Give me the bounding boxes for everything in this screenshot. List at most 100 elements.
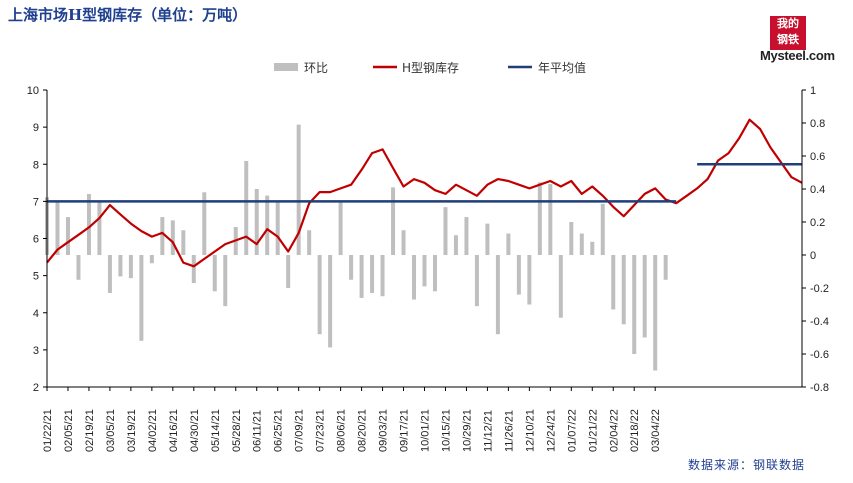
mom-bar [611,255,616,310]
mom-bars [45,124,668,371]
right-tick-label: 0.8 [810,118,825,130]
x-tick-label: 06/25/21 [273,409,285,452]
x-tick-label: 11/26/21 [503,410,515,452]
mom-bar [453,235,458,255]
x-tick-label: 04/02/21 [147,409,159,452]
legend-label-mom: 环比 [304,61,328,75]
mysteel-logo: 我的 钢铁 Mysteel.com [758,10,840,66]
left-tick-label: 5 [33,271,39,283]
mom-bar [495,255,500,335]
x-tick-label: 03/04/22 [650,409,662,452]
x-tick-label: 08/20/21 [357,409,369,452]
right-tick-label: 0.4 [810,184,825,196]
chart-lines [46,118,803,268]
mom-bar [139,255,144,341]
x-tick-label: 02/19/21 [84,409,96,452]
mom-bar [128,255,133,279]
mom-bar [328,255,333,348]
mom-bar [558,255,563,318]
mom-bar [275,202,280,255]
logo-brand: Mysteel.com [760,48,835,63]
mom-bar [76,255,81,280]
mom-bar [212,255,217,292]
mom-bar [181,230,186,255]
left-tick-label: 4 [33,308,39,320]
data-source: 数据来源：钢联数据 [688,458,806,472]
mom-bar [286,255,291,288]
x-tick-label: 04/30/21 [189,409,201,452]
left-tick-label: 6 [33,234,39,246]
legend-swatch-mom [274,63,298,71]
x-tick-label: 10/15/21 [440,409,452,452]
right-tick-label: -0.6 [810,349,829,361]
mom-bar [527,255,532,305]
mom-bar [432,255,437,292]
mom-bar [170,220,175,255]
mom-bar [149,255,154,264]
mom-bar [359,255,364,298]
page-title: 上海市场H型钢库存（单位：万吨） [8,6,248,24]
mom-bar [600,203,605,255]
right-tick-label: -0.2 [810,283,829,295]
x-tick-label: 07/09/21 [294,409,306,452]
chart-axes: 2 3 4 5 6 7 8 9 10 -0.8 -0.6 -0.4 -0.2 0 0.2 0.4 0.6 0.8 1… [27,85,829,452]
mom-bar [506,233,511,255]
right-tick-label: -0.4 [810,316,829,328]
mom-bar [391,187,396,255]
mom-bar [642,255,647,338]
left-tick-label: 9 [33,122,39,134]
mom-bar [223,255,228,307]
x-tick-label: 12/24/21 [545,409,557,452]
left-tick-label: 7 [33,196,39,208]
mom-bar [244,160,249,255]
mom-bar [537,182,542,255]
mom-bar [191,255,196,284]
x-tick-label: 09/03/21 [378,409,390,452]
mom-bar [86,193,91,255]
mom-bar [464,217,469,255]
inventory-line [46,118,803,268]
x-tick-label: 03/19/21 [126,409,138,452]
mom-bar [632,255,637,354]
x-tick-label: 02/05/21 [63,409,75,452]
mom-bar [307,230,312,255]
mom-bar [65,217,70,255]
x-tick-label: 01/22/21 [42,409,54,452]
mom-bar [265,195,270,255]
mom-bar [653,255,658,371]
left-tick-label: 10 [27,85,39,97]
left-tick-label: 3 [33,345,39,357]
mom-bar [621,255,626,325]
mom-bar [663,255,668,280]
x-tick-label: 10/29/21 [461,409,473,452]
mom-bar [474,255,479,307]
x-tick-label: 11/12/21 [482,410,494,452]
mom-bar [401,230,406,255]
mom-bar [254,189,259,255]
mom-bar [349,255,354,280]
mom-bar [296,124,301,256]
x-tick-label: 01/21/22 [587,409,599,452]
x-tick-label: 09/17/21 [399,409,411,452]
mom-bar [107,255,112,293]
legend-label-average: 年平均值 [538,60,586,75]
chart-legend: 环比 H型钢库存 年平均值 [274,60,586,75]
x-tick-label: 02/04/22 [608,409,620,452]
mom-bar [338,202,343,255]
mom-bar [370,255,375,293]
mom-bar [590,241,595,255]
right-tick-label: 0.6 [810,151,825,163]
x-tick-label: 03/05/21 [105,409,117,452]
right-tick-label: 0 [810,250,816,262]
mom-bar [579,233,584,255]
right-tick-label: -0.8 [810,382,829,394]
mom-bar [317,255,322,335]
mom-bar [118,255,123,277]
x-tick-label: 07/23/21 [315,409,327,452]
mom-bar [202,192,207,255]
mom-bar [443,207,448,255]
mom-bar [97,200,102,255]
x-tick-label: 01/07/22 [566,409,578,452]
left-tick-label: 8 [33,159,39,171]
x-tick-label: 04/16/21 [168,409,180,452]
